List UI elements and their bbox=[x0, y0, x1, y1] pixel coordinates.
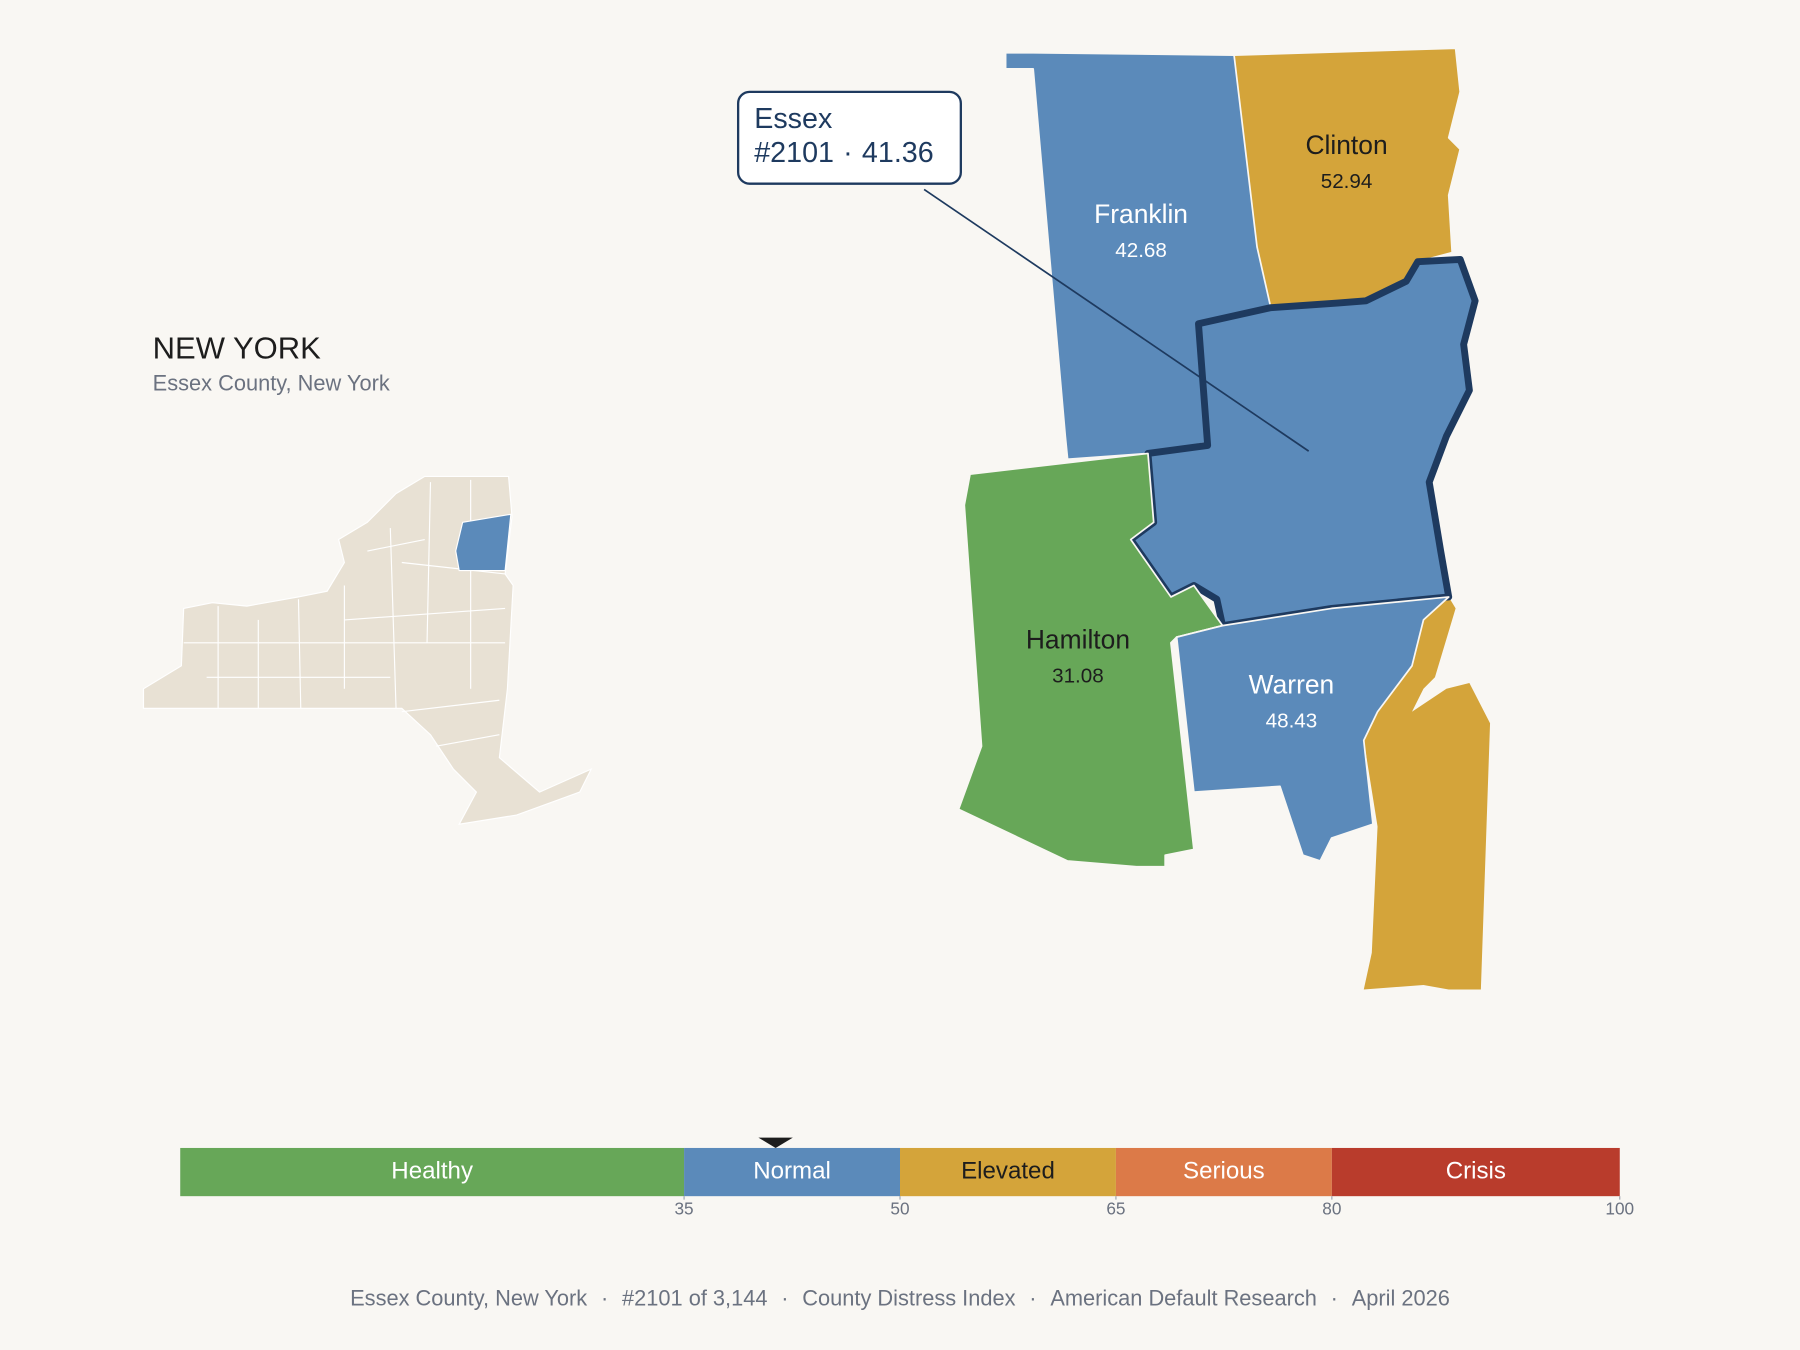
county-name: Hamilton bbox=[1026, 625, 1130, 655]
county-name: Warren bbox=[1249, 669, 1335, 699]
scale-label: Normal bbox=[753, 1157, 831, 1184]
subtitle: Essex County, New York bbox=[153, 370, 390, 395]
scale-tick-label: 100 bbox=[1605, 1198, 1634, 1218]
footer-separator: · bbox=[1331, 1285, 1338, 1310]
tooltip-value: 41.36 bbox=[862, 136, 934, 168]
county-map: Franklin 42.68 Clinton 52.94 Hamilton 31.08 Wa… bbox=[957, 47, 1491, 990]
footer-item: #2101 of 3,144 bbox=[622, 1285, 767, 1310]
tooltip-leader bbox=[923, 188, 1310, 452]
county-shape bbox=[957, 452, 1224, 868]
footer: Essex County, New York · #2101 of 3,144 · Co… bbox=[350, 1285, 1450, 1310]
footer-item: April 2026 bbox=[1352, 1285, 1450, 1310]
state-inset bbox=[142, 475, 593, 825]
tooltip-box bbox=[736, 90, 962, 185]
scale-label: Healthy bbox=[391, 1157, 473, 1184]
tooltip-rank: #2101 bbox=[754, 136, 834, 168]
scale-segment bbox=[1331, 1147, 1620, 1197]
scale-segment bbox=[900, 1147, 1116, 1197]
essex-inset bbox=[455, 513, 512, 572]
footer-separator: · bbox=[1029, 1285, 1036, 1310]
tooltip-separator: · bbox=[843, 136, 853, 168]
footer-item: Essex County, New York bbox=[350, 1285, 587, 1310]
tooltip-name: Essex bbox=[754, 103, 833, 135]
scale-label: Serious bbox=[1183, 1157, 1265, 1184]
footer-separator: · bbox=[601, 1285, 608, 1310]
footer-item: American Default Research bbox=[1050, 1285, 1317, 1310]
scale-label: Elevated bbox=[961, 1157, 1055, 1184]
footer-separator: · bbox=[781, 1285, 788, 1310]
tooltip-detail: #2101 · 41.36 bbox=[754, 136, 934, 168]
county-name: Franklin bbox=[1094, 199, 1188, 229]
scale-segment bbox=[1115, 1147, 1332, 1197]
scale-segment bbox=[684, 1147, 900, 1197]
county-shape bbox=[1175, 596, 1450, 862]
washington-county bbox=[1363, 596, 1491, 990]
scale-tick-label: 35 bbox=[674, 1198, 693, 1218]
scale-segment bbox=[180, 1147, 685, 1197]
footer-item: County Distress Index bbox=[802, 1285, 1015, 1310]
scale-marker bbox=[758, 1137, 793, 1148]
county-value: 31.08 bbox=[1052, 665, 1104, 688]
county-lines bbox=[183, 479, 506, 747]
state-outline bbox=[142, 475, 593, 825]
county-value: 48.43 bbox=[1266, 710, 1318, 733]
distress-scale: Healthy Normal Elevated Serious Crisis 35 50 65… bbox=[180, 1137, 1634, 1218]
scale-tick-label: 50 bbox=[890, 1198, 909, 1218]
county-name: Clinton bbox=[1305, 130, 1387, 160]
scale-tick-label: 80 bbox=[1322, 1198, 1341, 1218]
scale-tick-label: 65 bbox=[1106, 1198, 1125, 1218]
scale-label: Crisis bbox=[1446, 1157, 1506, 1184]
tooltip: Essex #2101 · 41.36 bbox=[736, 90, 962, 185]
state-title: NEW YORK bbox=[153, 330, 321, 365]
county-value: 52.94 bbox=[1321, 170, 1373, 193]
county-value: 42.68 bbox=[1115, 239, 1167, 262]
